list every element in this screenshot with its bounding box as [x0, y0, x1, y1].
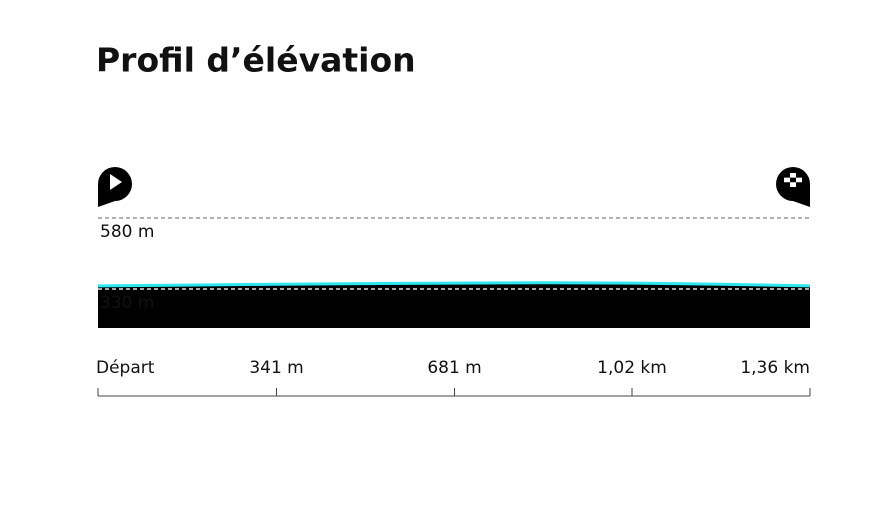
- start-marker: [98, 167, 132, 207]
- x-tick-label: 1,36 km: [740, 358, 810, 378]
- chart-title: Profil d’élévation: [96, 41, 416, 80]
- finish-marker: [776, 167, 810, 207]
- x-tick-label: 1,02 km: [597, 358, 667, 378]
- elevation-line: [97, 281, 811, 288]
- area: [98, 282, 810, 328]
- x-tick-label: 681 m: [427, 358, 481, 378]
- x-tick-label: 341 m: [249, 358, 303, 378]
- y-tick-label: 580 m: [100, 222, 154, 242]
- x-tick-label: Départ: [96, 358, 155, 378]
- y-tick-label: 330 m: [100, 293, 154, 313]
